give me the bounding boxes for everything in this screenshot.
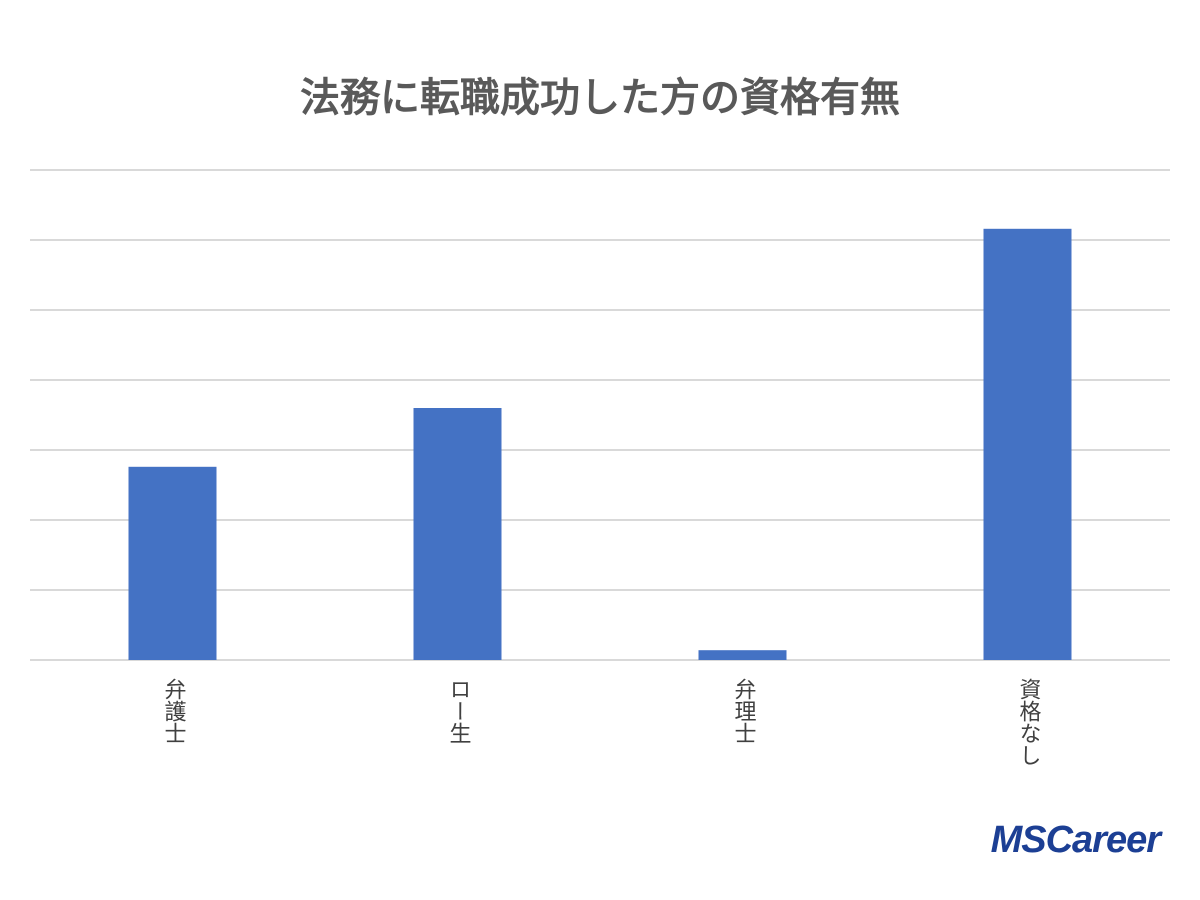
x-tick-label: 弁護士 xyxy=(161,678,187,744)
chart-title: 法務に転職成功した方の資格有無 xyxy=(300,75,900,121)
x-tick-label: ロー生 xyxy=(446,678,471,744)
bar xyxy=(698,650,787,660)
x-tick-label: 弁理士 xyxy=(731,678,757,744)
logo: MSCareer xyxy=(991,819,1164,861)
bar xyxy=(413,408,502,660)
bar xyxy=(128,466,217,660)
x-tick-label: 資格なし xyxy=(1016,678,1042,766)
bar xyxy=(983,228,1072,661)
